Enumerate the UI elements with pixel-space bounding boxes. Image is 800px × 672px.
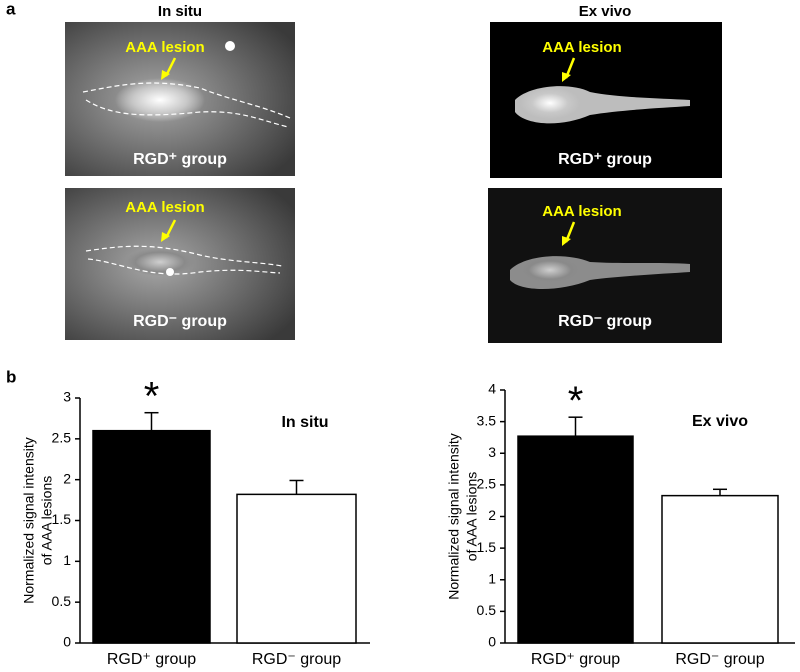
bar — [92, 429, 211, 644]
annotation: AAA lesion — [125, 199, 204, 216]
y-tick-label: 2 — [488, 507, 496, 523]
significance-marker: * — [144, 374, 160, 418]
y-axis-label: Normalized signal intensity — [446, 433, 462, 600]
annotation: AAA lesion — [542, 203, 621, 220]
y-tick-label: 1.5 — [477, 539, 497, 555]
y-tick-label: 1 — [63, 552, 71, 568]
y-tick-label: 0.5 — [477, 602, 497, 618]
y-tick-label: 3 — [63, 389, 71, 405]
group-label: RGD⁺ group — [558, 151, 652, 168]
y-axis-label: of AAA lesions — [464, 472, 480, 562]
ex-vivo-rgd-plus: AAA lesion RGD⁺ group — [490, 22, 722, 178]
chart-label: In situ — [281, 414, 328, 431]
x-tick-label: RGD⁺ group — [531, 651, 620, 668]
image-title: Ex vivo — [579, 3, 632, 20]
group-label: RGD⁻ group — [558, 313, 652, 330]
image-title: In situ — [158, 3, 202, 20]
y-tick-label: 0.5 — [52, 593, 72, 609]
panel-label: b — [6, 367, 16, 386]
y-tick-label: 0 — [488, 634, 496, 650]
bar — [661, 494, 779, 644]
significance-marker: * — [568, 379, 584, 423]
y-tick-label: 0 — [63, 634, 71, 650]
bar — [236, 493, 357, 644]
annotation: AAA lesion — [542, 39, 621, 56]
group-label: RGD⁺ group — [133, 151, 227, 168]
y-tick-label: 2.5 — [52, 430, 72, 446]
chart-label: Ex vivo — [692, 413, 748, 430]
y-tick-label: 3 — [488, 444, 496, 460]
annotation: AAA lesion — [125, 39, 204, 56]
x-tick-label: RGD⁻ group — [252, 651, 341, 668]
in-situ-rgd-minus: AAA lesion RGD⁻ group — [65, 188, 295, 340]
group-label: RGD⁻ group — [133, 313, 227, 330]
y-tick-label: 3.5 — [477, 412, 497, 428]
x-tick-label: RGD⁻ group — [675, 651, 764, 668]
y-tick-label: 1.5 — [52, 511, 72, 527]
y-tick-label: 1 — [488, 570, 496, 586]
x-tick-label: RGD⁺ group — [107, 651, 196, 668]
y-axis-label: Normalized signal intensity — [21, 437, 37, 604]
y-tick-label: 2.5 — [477, 476, 497, 492]
y-axis-label: of AAA lesions — [39, 476, 55, 566]
in-situ-rgd-plus: AAA lesion RGD⁺ group — [65, 22, 295, 176]
y-tick-label: 4 — [488, 381, 496, 397]
bar — [517, 435, 634, 644]
y-tick-label: 2 — [63, 470, 71, 486]
panel-label: a — [6, 0, 16, 18]
ex-vivo-rgd-minus: AAA lesion RGD⁻ group — [488, 188, 722, 343]
